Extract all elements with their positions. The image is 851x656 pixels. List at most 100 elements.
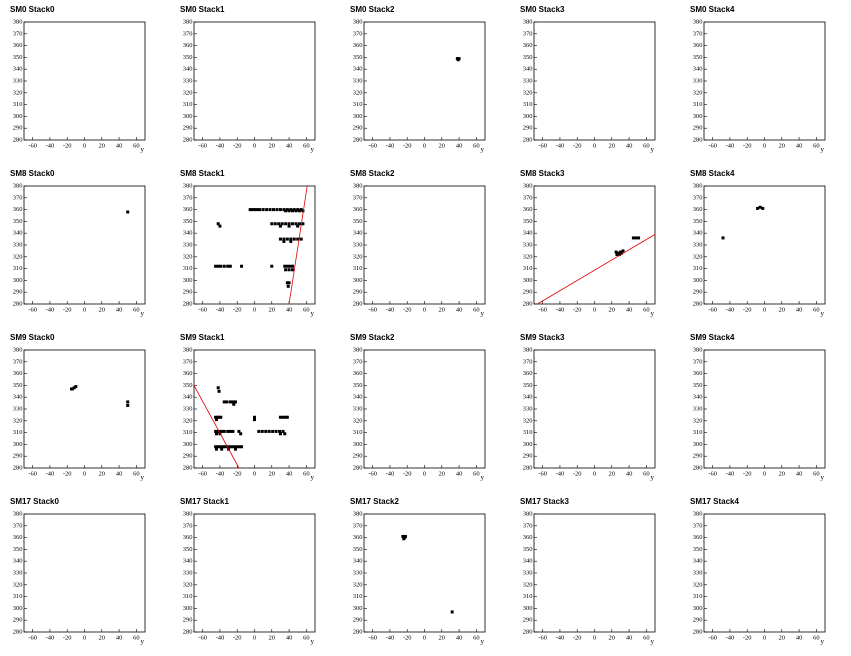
point bbox=[285, 415, 289, 419]
y-tick-label: 330 bbox=[183, 569, 193, 576]
x-tick-label: 40 bbox=[456, 306, 463, 313]
x-tick-label: 0 bbox=[763, 634, 766, 641]
x-tick-label: 60 bbox=[813, 634, 820, 641]
x-axis-label: y bbox=[481, 474, 485, 482]
x-tick-label: 20 bbox=[439, 634, 446, 641]
x-tick-label: 20 bbox=[269, 142, 276, 149]
y-tick-label: 330 bbox=[353, 405, 363, 412]
chart-title: SM8 Stack4 bbox=[690, 169, 735, 178]
x-tick-label: 0 bbox=[763, 470, 766, 477]
x-tick-label: -20 bbox=[63, 470, 72, 477]
y-tick-label: 360 bbox=[693, 534, 703, 541]
y-tick-label: 350 bbox=[523, 218, 533, 225]
x-tick-label: 0 bbox=[83, 634, 86, 641]
panel: SM17 Stack1 280 290 300 310 320 330 340 350 360 37… bbox=[180, 497, 316, 646]
y-tick-label: 310 bbox=[13, 101, 23, 108]
x-tick-label: -20 bbox=[63, 142, 72, 149]
point bbox=[231, 400, 235, 404]
point bbox=[248, 208, 252, 212]
y-tick-label: 340 bbox=[353, 558, 363, 565]
point bbox=[224, 445, 228, 449]
y-tick-label: 380 bbox=[183, 182, 193, 189]
x-tick-label: -60 bbox=[538, 470, 547, 477]
y-tick-label: 380 bbox=[353, 510, 363, 517]
y-tick-label: 340 bbox=[13, 66, 23, 73]
point bbox=[457, 57, 461, 61]
x-tick-label: -40 bbox=[556, 470, 565, 477]
y-tick-label: 380 bbox=[353, 346, 363, 353]
x-tick-label: -20 bbox=[403, 470, 412, 477]
y-tick-label: 280 bbox=[523, 300, 533, 307]
x-tick-label: -40 bbox=[386, 142, 395, 149]
point bbox=[216, 264, 220, 268]
y-tick-label: 310 bbox=[353, 265, 363, 272]
point bbox=[222, 400, 226, 404]
point bbox=[74, 385, 78, 389]
point bbox=[403, 534, 407, 538]
y-tick-label: 300 bbox=[693, 441, 703, 448]
chart-title: SM8 Stack1 bbox=[180, 169, 225, 178]
point bbox=[289, 239, 293, 243]
frame bbox=[193, 513, 316, 633]
point bbox=[278, 237, 282, 241]
point bbox=[250, 208, 254, 212]
y-tick-label: 290 bbox=[693, 289, 703, 296]
x-tick-label: -20 bbox=[573, 634, 582, 641]
frame bbox=[533, 21, 656, 141]
y-tick-label: 350 bbox=[13, 546, 23, 553]
point bbox=[226, 264, 230, 268]
x-axis-label: y bbox=[311, 310, 315, 318]
x-tick-label: -60 bbox=[708, 470, 717, 477]
point bbox=[285, 264, 289, 268]
y-tick-label: 290 bbox=[353, 125, 363, 132]
point bbox=[278, 415, 282, 419]
point bbox=[220, 447, 224, 451]
y-tick-label: 370 bbox=[523, 522, 533, 529]
x-tick-label: 0 bbox=[423, 142, 426, 149]
x-tick-label: 40 bbox=[796, 306, 803, 313]
y-tick-label: 330 bbox=[353, 569, 363, 576]
point bbox=[220, 429, 224, 433]
y-tick-label: 320 bbox=[13, 89, 23, 96]
point bbox=[621, 249, 625, 253]
x-tick-label: -20 bbox=[573, 306, 582, 313]
x-axis-label: y bbox=[821, 146, 825, 154]
point bbox=[450, 610, 454, 614]
point bbox=[255, 208, 259, 212]
x-tick-label: 60 bbox=[643, 470, 650, 477]
point bbox=[229, 445, 233, 449]
x-tick-label: -60 bbox=[368, 306, 377, 313]
chart-title: SM0 Stack1 bbox=[180, 5, 225, 14]
x-tick-label: 60 bbox=[813, 470, 820, 477]
point bbox=[232, 402, 236, 406]
y-tick-label: 350 bbox=[353, 382, 363, 389]
point bbox=[239, 432, 243, 436]
y-tick-label: 340 bbox=[523, 394, 533, 401]
frame bbox=[703, 513, 826, 633]
y-tick-label: 330 bbox=[523, 77, 533, 84]
point bbox=[232, 445, 236, 449]
x-axis-label: y bbox=[311, 474, 315, 482]
point bbox=[282, 208, 286, 212]
y-tick-label: 340 bbox=[183, 394, 193, 401]
x-tick-label: 60 bbox=[133, 142, 140, 149]
chart-title: SM9 Stack2 bbox=[350, 333, 395, 342]
x-tick-label: -60 bbox=[708, 634, 717, 641]
frame bbox=[193, 185, 316, 305]
y-tick-label: 370 bbox=[13, 358, 23, 365]
x-tick-label: -40 bbox=[726, 634, 735, 641]
y-tick-label: 370 bbox=[523, 358, 533, 365]
x-tick-label: 20 bbox=[609, 470, 616, 477]
x-tick-label: -20 bbox=[743, 470, 752, 477]
y-tick-label: 370 bbox=[693, 30, 703, 37]
x-tick-label: 20 bbox=[779, 634, 786, 641]
chart-title: SM0 Stack3 bbox=[520, 5, 565, 14]
x-tick-label: 20 bbox=[99, 306, 106, 313]
x-tick-label: -20 bbox=[233, 634, 242, 641]
y-tick-label: 300 bbox=[183, 605, 193, 612]
y-tick-label: 370 bbox=[523, 30, 533, 37]
point bbox=[294, 209, 298, 213]
y-tick-label: 370 bbox=[693, 194, 703, 201]
x-tick-label: -20 bbox=[573, 142, 582, 149]
point bbox=[282, 237, 286, 241]
